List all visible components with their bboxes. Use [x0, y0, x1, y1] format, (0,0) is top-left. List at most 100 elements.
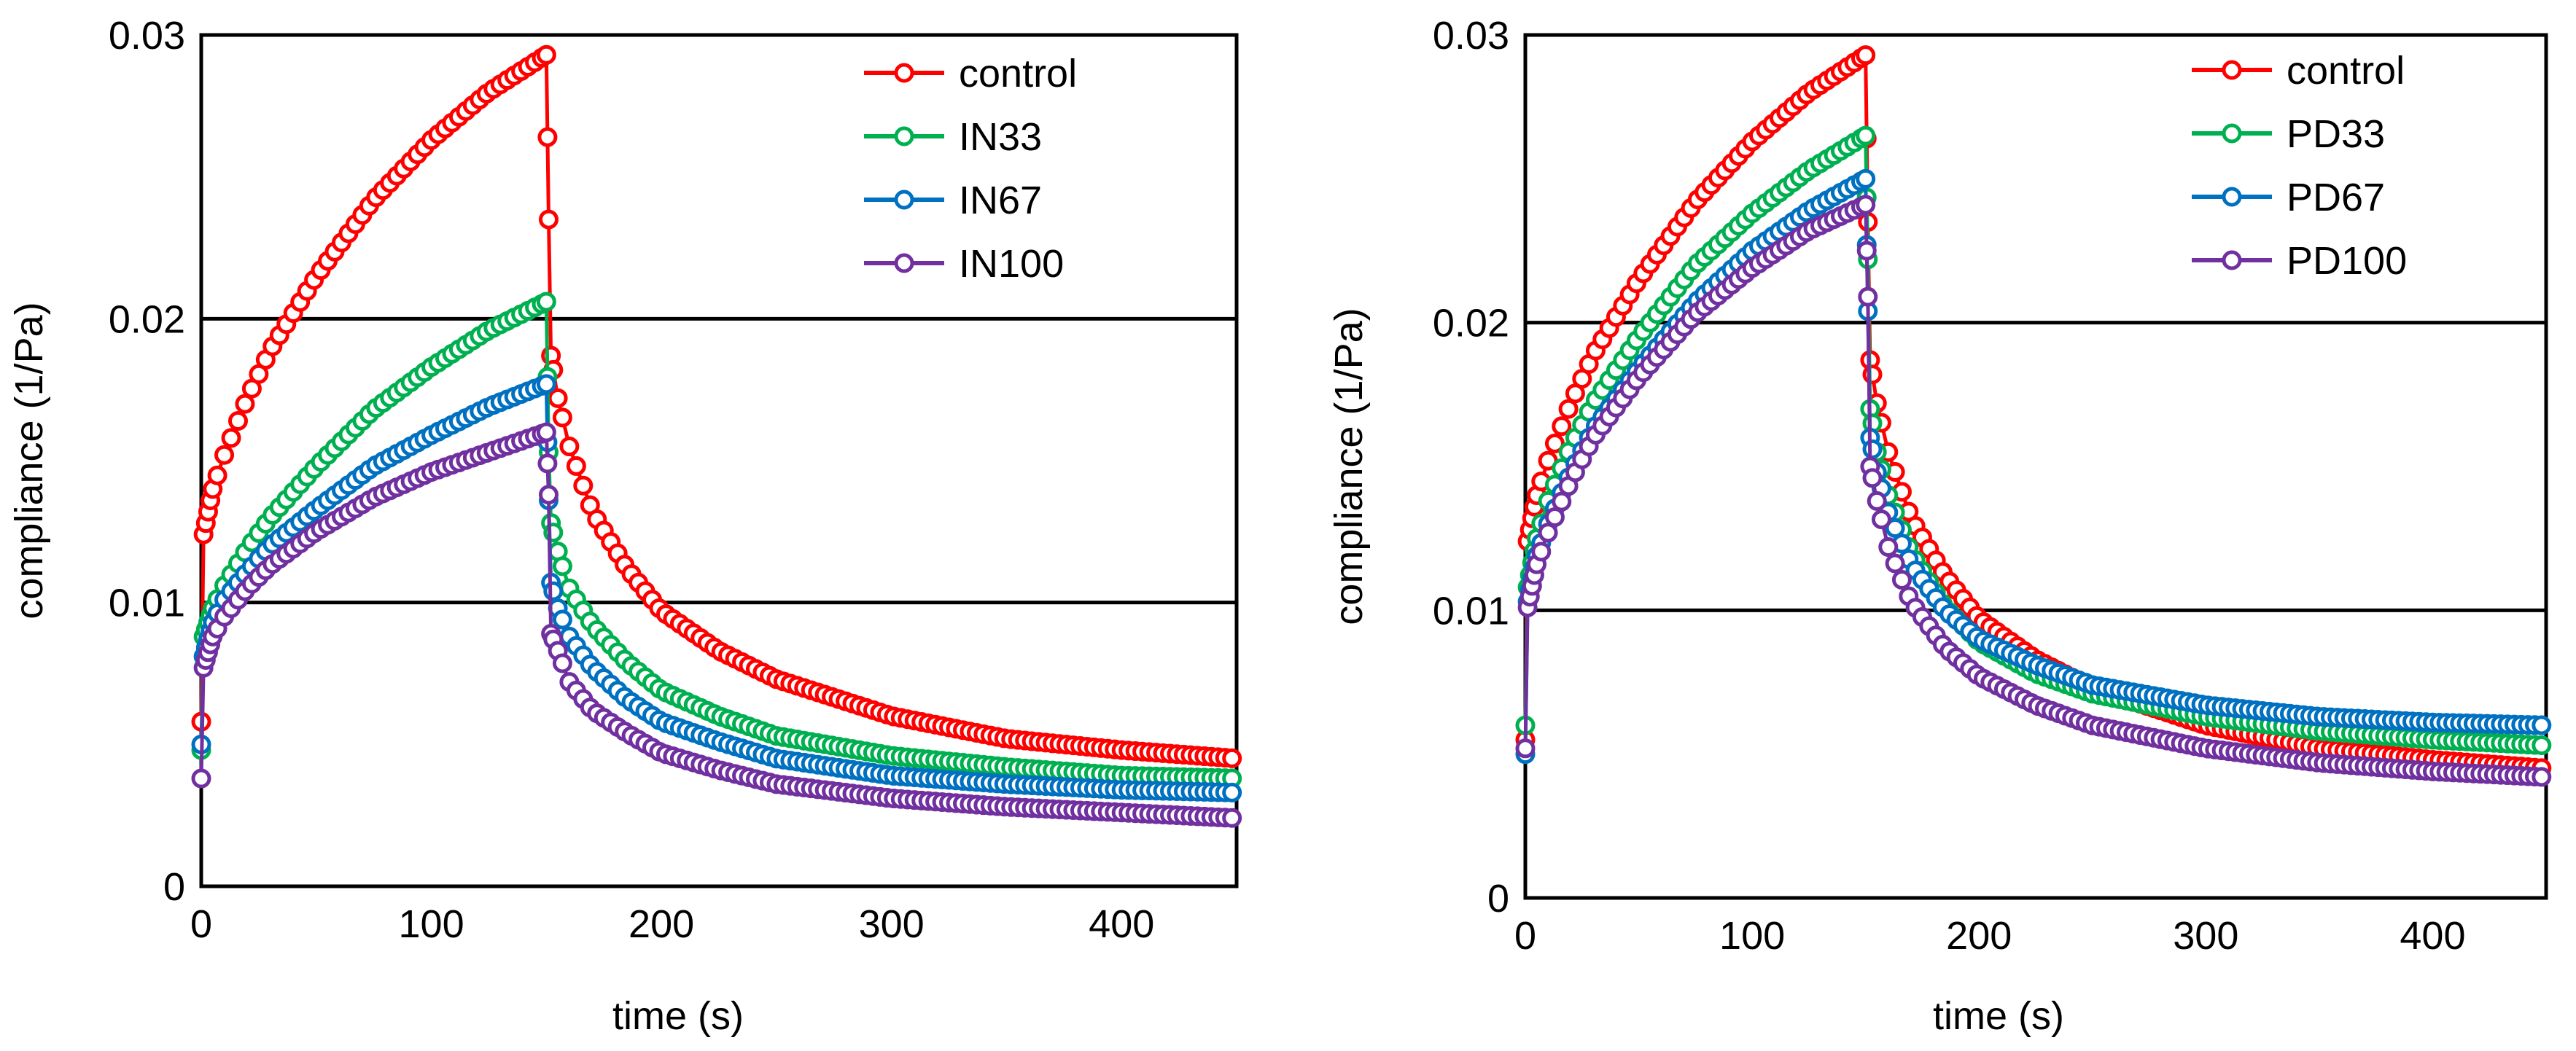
- data-point: [1871, 509, 1891, 530]
- y-tick-label: 0.03: [1433, 14, 1509, 58]
- legend-marker: [894, 63, 914, 83]
- legend-item: PD67: [2192, 176, 2385, 219]
- data-point: [552, 653, 572, 673]
- data-point: [1856, 195, 1876, 215]
- data-point: [1862, 468, 1883, 488]
- data-point: [2532, 715, 2552, 735]
- data-point: [1538, 523, 1558, 543]
- chart-panel-right: 0 0.01 0.02 0.03 0 100 200 300 400 time …: [1288, 0, 2576, 1051]
- data-point: [1858, 286, 1878, 307]
- legend-item: control: [864, 52, 1077, 95]
- legend-label: IN33: [959, 115, 1042, 159]
- x-axis-title: time (s): [612, 994, 744, 1038]
- series-layer: [191, 44, 1242, 828]
- data-point: [1515, 738, 1536, 759]
- data-point: [1885, 553, 1905, 574]
- data-point: [1856, 125, 1876, 146]
- x-tick-label: 400: [2400, 914, 2465, 958]
- legend-label: IN67: [959, 179, 1042, 222]
- legend-marker: [894, 126, 914, 146]
- legend-swatch: [864, 126, 944, 146]
- data-point: [552, 609, 572, 630]
- data-point: [536, 374, 556, 394]
- data-point: [1856, 241, 1877, 261]
- data-point: [552, 407, 572, 428]
- compliance-chart-right: 0 0.01 0.02 0.03 0 100 200 300 400 time …: [1327, 14, 2552, 1038]
- data-point: [1891, 569, 1912, 590]
- x-tick-label: 0: [1514, 914, 1536, 958]
- data-point: [537, 453, 558, 474]
- plot-area: [191, 33, 1242, 888]
- series-IN100: [191, 422, 1242, 828]
- y-tick-label: 0.02: [1433, 302, 1509, 345]
- data-point: [1222, 808, 1242, 828]
- data-point: [559, 437, 580, 457]
- legend-label: control: [959, 52, 1077, 95]
- data-point: [548, 388, 568, 408]
- series-IN33: [191, 292, 1242, 789]
- x-tick-label: 400: [1089, 902, 1154, 946]
- y-tick-label: 0.01: [1433, 589, 1509, 633]
- data-point: [1856, 168, 1876, 189]
- x-tick-labels: 0 100 200 300 400: [190, 902, 1154, 946]
- x-tick-label: 0: [190, 902, 212, 946]
- data-point: [235, 394, 255, 414]
- data-point: [2532, 767, 2552, 787]
- x-tick-labels: 0 100 200 300 400: [1514, 914, 2466, 958]
- legend-marker: [2222, 123, 2242, 144]
- legend-marker: [2222, 187, 2242, 207]
- data-point: [537, 127, 558, 147]
- x-tick-label: 100: [1719, 914, 1785, 958]
- data-point: [1531, 542, 1552, 562]
- plot-area: [1515, 33, 2552, 900]
- legend-label: control: [2287, 49, 2405, 93]
- x-axis-title: time (s): [1933, 994, 2064, 1038]
- data-point: [1856, 45, 1876, 66]
- data-point: [536, 44, 556, 65]
- legend-item: PD33: [2192, 112, 2385, 156]
- data-point: [552, 556, 572, 577]
- legend-label: PD67: [2287, 176, 2385, 219]
- gridlines: [201, 316, 1237, 605]
- data-point: [191, 768, 211, 789]
- legend-swatch: [2192, 250, 2272, 270]
- data-point: [1544, 507, 1565, 527]
- x-tick-label: 300: [859, 902, 925, 946]
- series-PD100: [1515, 195, 2552, 787]
- legend-swatch: [2192, 187, 2272, 207]
- data-point: [1222, 782, 1242, 802]
- plot-frame: [1523, 33, 2548, 900]
- y-axis-title: compliance (1/Pa): [1327, 308, 1371, 625]
- legend-label: IN100: [959, 242, 1064, 286]
- data-point: [1885, 517, 1905, 538]
- legend-marker: [894, 253, 914, 273]
- legend-swatch: [864, 190, 944, 210]
- legend-swatch: [864, 63, 944, 83]
- y-axis-title: compliance (1/Pa): [7, 302, 51, 619]
- data-point: [1552, 491, 1572, 512]
- legend-swatch: [864, 253, 944, 273]
- x-tick-label: 200: [629, 902, 694, 946]
- y-tick-labels: 0 0.01 0.02 0.03: [1433, 14, 1509, 921]
- data-point: [1867, 491, 1887, 511]
- y-tick-label: 0: [1487, 877, 1509, 921]
- data-point: [536, 292, 556, 312]
- data-point: [214, 445, 235, 465]
- legend: control IN33 IN67 IN100: [864, 52, 1077, 286]
- data-point: [1878, 537, 1899, 558]
- y-tick-label: 0: [163, 865, 185, 909]
- data-point: [1558, 399, 1579, 419]
- legend-marker: [2222, 60, 2242, 80]
- legend-item: control: [2192, 49, 2405, 93]
- series-IN67: [191, 374, 1242, 802]
- legend-label: PD100: [2287, 239, 2407, 283]
- legend-marker: [2222, 250, 2242, 270]
- compliance-chart-left: 0 0.01 0.02 0.03 0 100 200 300 400 time …: [7, 14, 1242, 1038]
- data-point: [1544, 433, 1565, 453]
- chart-panel-left: 0 0.01 0.02 0.03 0 100 200 300 400 time …: [7, 14, 1242, 1038]
- data-point: [227, 410, 248, 431]
- x-tick-label: 100: [399, 902, 464, 946]
- data-point: [543, 581, 564, 601]
- legend-item: PD100: [2192, 239, 2407, 283]
- data-point: [221, 428, 241, 448]
